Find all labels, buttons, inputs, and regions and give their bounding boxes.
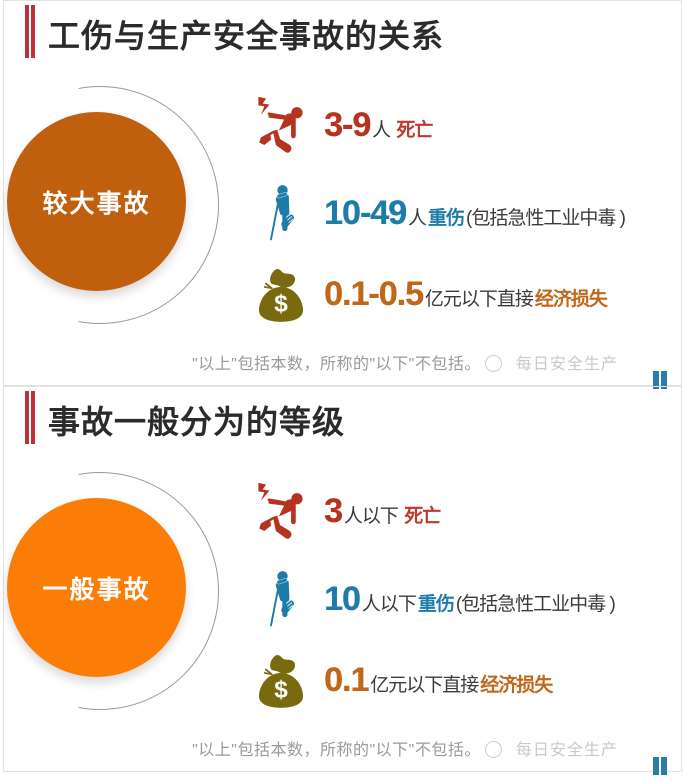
svg-text:$: $ [274,676,288,703]
svg-text:$: $ [274,290,288,317]
